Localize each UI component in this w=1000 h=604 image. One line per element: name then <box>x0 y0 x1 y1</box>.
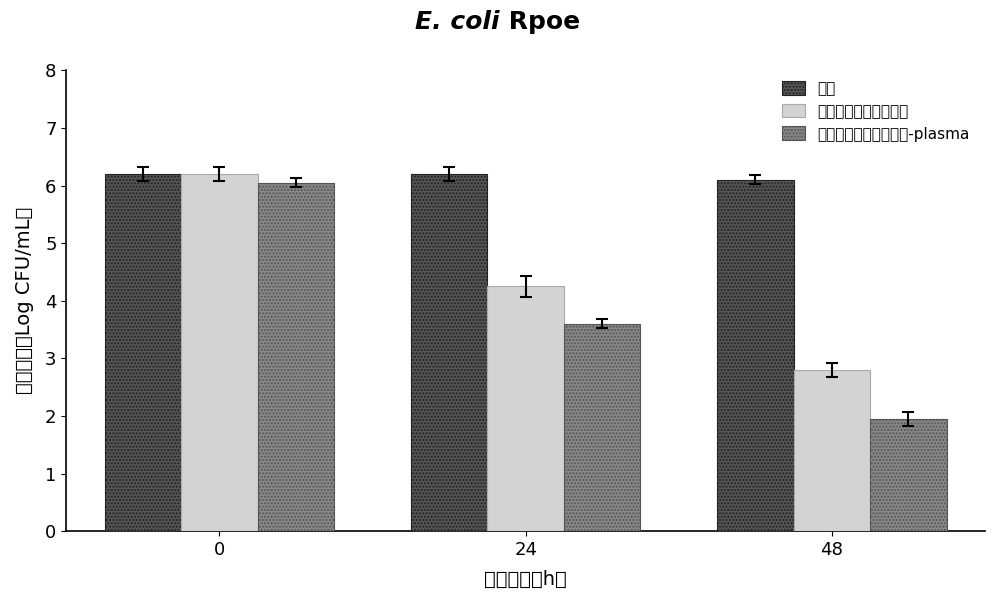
Bar <box>870 419 947 531</box>
Text: Rpoe: Rpoe <box>500 10 580 34</box>
Bar <box>105 174 181 531</box>
Bar <box>411 174 487 531</box>
Bar <box>487 286 564 531</box>
Bar <box>564 324 640 531</box>
Bar <box>717 180 794 531</box>
X-axis label: 作用时间（h）: 作用时间（h） <box>484 570 567 589</box>
Text: E. coli: E. coli <box>415 10 500 34</box>
Legend: 空白, 百里香精油固体脂质体, 百里香精油固体脂质体-plasma: 空白, 百里香精油固体脂质体, 百里香精油固体脂质体-plasma <box>776 75 976 147</box>
Bar <box>794 370 870 531</box>
Y-axis label: 残存菌数（Log CFU/mL）: 残存菌数（Log CFU/mL） <box>15 207 34 394</box>
Bar <box>181 174 258 531</box>
Bar <box>258 182 334 531</box>
